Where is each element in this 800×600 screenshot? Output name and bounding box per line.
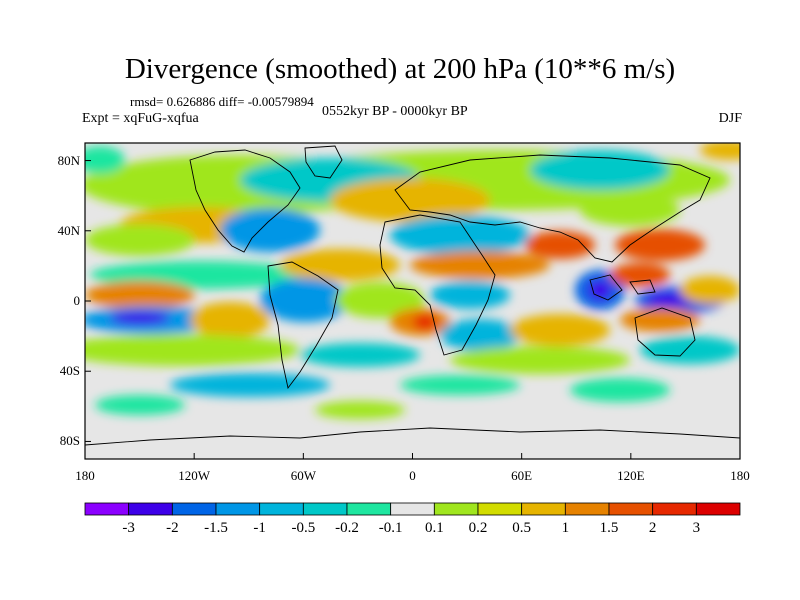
experiment-label: Expt = xqFuG-xqfua — [82, 111, 199, 126]
colorbar-swatch — [564, 502, 610, 516]
colorbar-swatch — [215, 502, 261, 516]
colorbar-label: 1 — [561, 520, 570, 536]
colorbar-label: -1 — [253, 520, 266, 536]
lat-tick-label: 0 — [73, 293, 81, 308]
stats-text: rmsd= 0.626886 diff= -0.00579894 — [130, 94, 314, 109]
colorbar-swatch — [84, 502, 130, 516]
colorbar-swatch — [433, 502, 479, 516]
period-label: 0552kyr BP - 0000kyr BP — [322, 104, 468, 119]
colorbar-label: 1.5 — [599, 520, 619, 536]
colorbar-label: -2 — [166, 520, 179, 536]
colorbar-swatch — [521, 502, 566, 516]
lon-tick-label: 120W — [178, 468, 211, 483]
colorbar-swatch — [652, 502, 697, 516]
lat-tick-label: 40S — [59, 363, 80, 379]
colorbar-label: 2 — [648, 520, 657, 536]
colorbar-label: -3 — [122, 520, 135, 536]
lat-tick-label: 40N — [57, 222, 80, 238]
chart-title: Divergence (smoothed) at 200 hPa (10**6 … — [124, 53, 676, 85]
lon-tick-label: 60E — [511, 468, 533, 483]
lon-tick-label: 180 — [730, 468, 750, 483]
colorbar-swatch — [608, 502, 654, 516]
coastlines — [85, 145, 740, 446]
colorbar-swatch — [695, 502, 741, 516]
colorbar-swatch — [128, 502, 173, 516]
colorbar-label: 0.2 — [468, 520, 488, 536]
lon-tick-label: 180 — [75, 468, 95, 483]
lon-tick-label: 60W — [290, 468, 316, 483]
colorbar-label: -0.2 — [335, 520, 359, 536]
colorbar-swatch — [390, 502, 435, 516]
colorbar-label: 3 — [692, 520, 701, 536]
lon-tick-label: 120E — [617, 468, 645, 483]
longitude-ticks — [84, 453, 741, 459]
colorbar-label: -0.5 — [291, 520, 316, 536]
colorbar-label: -1.5 — [204, 520, 228, 536]
lat-tick-label: 80N — [57, 152, 80, 168]
latitude-ticks — [85, 160, 91, 442]
colorbar-swatch — [346, 502, 392, 516]
colorbar-swatch — [477, 502, 523, 516]
colorbar-swatch — [302, 502, 348, 516]
colorbar-swatch — [171, 502, 217, 516]
colorbar-swatch — [259, 502, 304, 516]
season-label: DJF — [718, 111, 742, 126]
colorbar-label: 0.5 — [512, 520, 532, 536]
divergence-field — [85, 143, 740, 419]
colorbar-label: 0.1 — [424, 520, 444, 536]
colorbar-label: -0.1 — [378, 520, 403, 536]
colorbar — [84, 502, 741, 516]
lat-tick-label: 80S — [59, 433, 80, 449]
lon-tick-label: 0 — [409, 468, 416, 483]
